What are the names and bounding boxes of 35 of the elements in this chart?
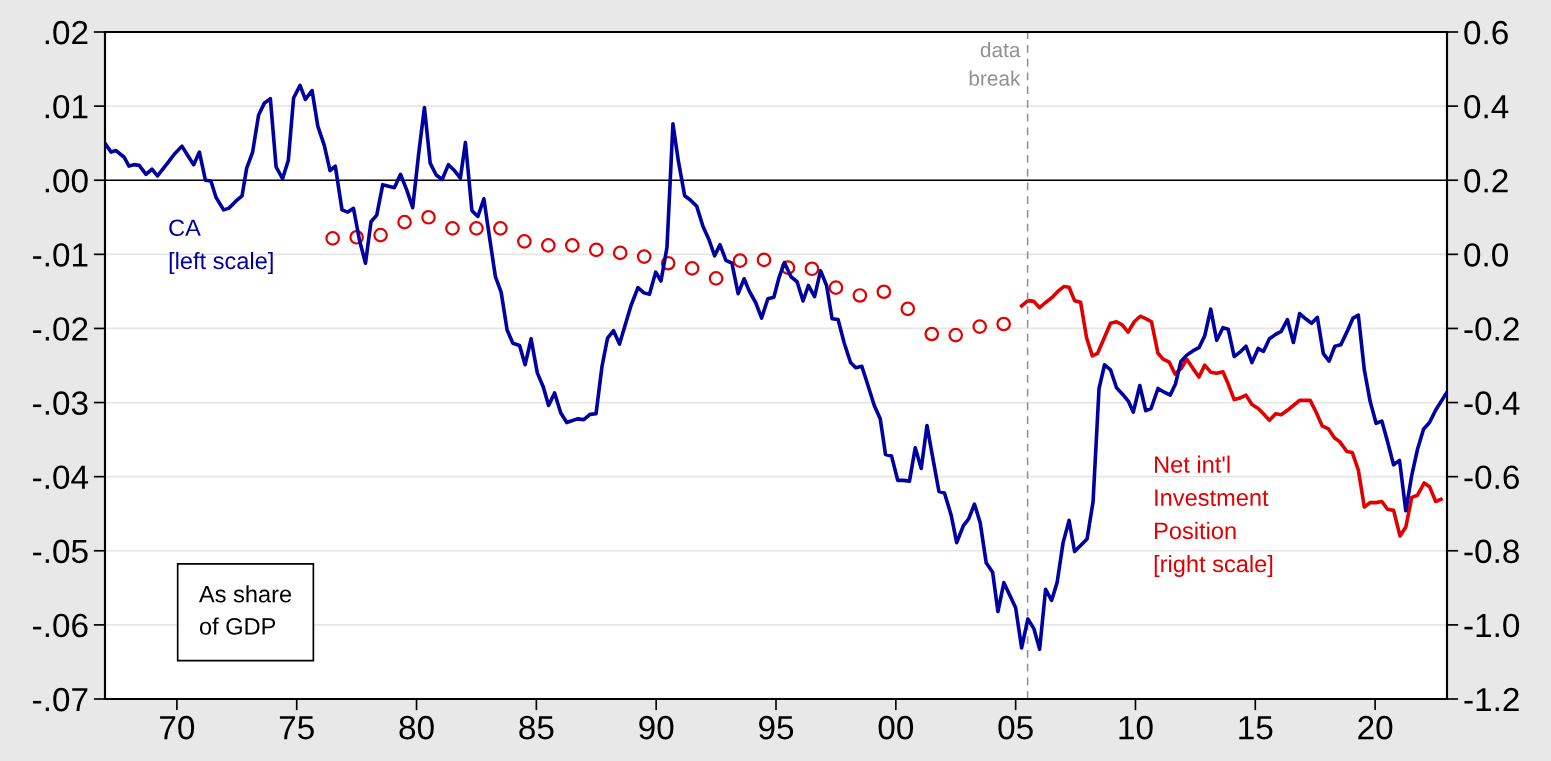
y-tick-label: -.01	[33, 243, 88, 267]
y2-tick-label: 0.0	[1464, 243, 1509, 267]
series-label: CA [left scale]	[169, 219, 273, 274]
x-tick-label: 10	[1119, 715, 1153, 740]
y-tick-label: -.06	[33, 613, 88, 638]
y-tick-label: -.02	[33, 317, 88, 341]
y2-tick-label: -0.2	[1464, 317, 1519, 341]
x-tick-label: 80	[399, 715, 434, 740]
y2-tick-label: 0.2	[1464, 169, 1508, 193]
y-tick-label: -.07	[33, 687, 88, 712]
y2-tick-label: -1.0	[1464, 613, 1520, 638]
y2-tick-label: -0.6	[1464, 465, 1519, 490]
y-tick-label: -.05	[33, 539, 88, 564]
x-tick-label: 05	[998, 715, 1033, 740]
y2-tick-label: -0.4	[1464, 391, 1520, 415]
x-tick-label: 00	[878, 715, 914, 740]
y2-tick-label: 0.6	[1464, 20, 1508, 45]
y2-tick-label: -0.8	[1464, 539, 1519, 564]
x-tick-label: 75	[279, 716, 314, 740]
y-tick-label: .00	[45, 169, 88, 193]
y2-tick-label: -1.2	[1464, 687, 1519, 712]
y-tick-label: -.04	[33, 465, 89, 490]
y2-tick-label: 0.4	[1464, 94, 1509, 119]
x-tick-label: 85	[519, 715, 554, 740]
x-tick-label: 95	[759, 715, 794, 740]
x-tick-label: 20	[1358, 715, 1393, 740]
x-tick-label: 15	[1239, 716, 1273, 740]
series-label: Net int'l Investment Position [right scale]	[1154, 455, 1273, 577]
y-tick-label: .02	[45, 20, 88, 45]
annotation: As share of GDP	[198, 585, 292, 635]
x-tick-label: 90	[639, 715, 674, 740]
x-tick-label: 70	[160, 715, 195, 740]
y-tick-label: -.03	[33, 391, 88, 415]
ref-line-label: data break	[969, 42, 1021, 86]
y-tick-label: .01	[45, 94, 88, 119]
